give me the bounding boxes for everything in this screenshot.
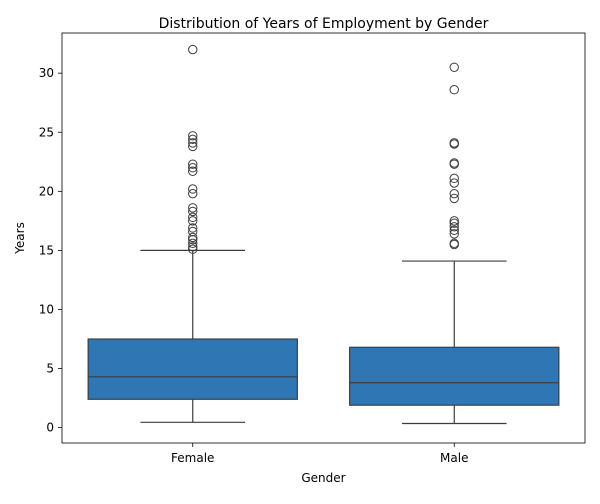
outlier-point [449, 193, 459, 204]
outlier-point [188, 159, 198, 169]
outlier-point [449, 222, 459, 232]
outlier-point [188, 244, 198, 254]
y-tick-label: 15 [39, 243, 54, 257]
outlier-point [188, 232, 198, 243]
outlier-point [449, 138, 459, 148]
outlier-point [188, 216, 198, 226]
outlier-point [449, 218, 459, 228]
outlier-point [449, 158, 459, 168]
outlier-point [449, 188, 459, 199]
box-group-male [349, 62, 560, 425]
outlier-point [449, 85, 459, 95]
outlier-point [188, 206, 198, 217]
y-tick-label: 25 [39, 125, 54, 139]
outlier-point [188, 162, 198, 173]
plot-frame [61, 32, 586, 444]
outlier-point [188, 188, 198, 199]
outlier-point [449, 216, 459, 226]
outlier-point [188, 138, 198, 148]
y-tick-label: 10 [39, 302, 54, 316]
outlier-point [449, 225, 459, 236]
outlier-point [188, 134, 198, 145]
outlier-point [188, 238, 198, 249]
y-tick-label: 5 [46, 362, 54, 376]
outlier-point [449, 178, 459, 188]
iqr-box [349, 346, 560, 406]
x-tick-label: Female [171, 451, 214, 465]
outlier-point [188, 131, 198, 141]
box-group-female [87, 44, 298, 423]
x-axis-label: Gender [301, 471, 345, 485]
outlier-point [188, 212, 198, 223]
y-axis-label: Years [13, 222, 27, 255]
outlier-point [188, 166, 198, 176]
outlier-point [449, 229, 459, 239]
chart-title: Distribution of Years of Employment by G… [159, 16, 489, 32]
axes: Female Male 0 5 10 15 20 25 30 [39, 66, 469, 465]
outlier-point [188, 203, 198, 213]
y-tick-label: 30 [39, 66, 54, 80]
outlier-point [188, 44, 198, 55]
plot-area [87, 44, 560, 425]
outlier-point [188, 226, 198, 237]
outlier-point [449, 238, 459, 249]
y-tick-label: 20 [39, 184, 54, 198]
outlier-point [188, 184, 198, 194]
outlier-point [449, 62, 459, 72]
outlier-point [188, 223, 198, 233]
outlier-point [449, 173, 459, 184]
outlier-point [188, 141, 198, 152]
x-tick-label: Male [440, 451, 468, 465]
iqr-box [87, 338, 298, 400]
outlier-point [188, 242, 198, 252]
y-tick-label: 0 [46, 421, 54, 435]
